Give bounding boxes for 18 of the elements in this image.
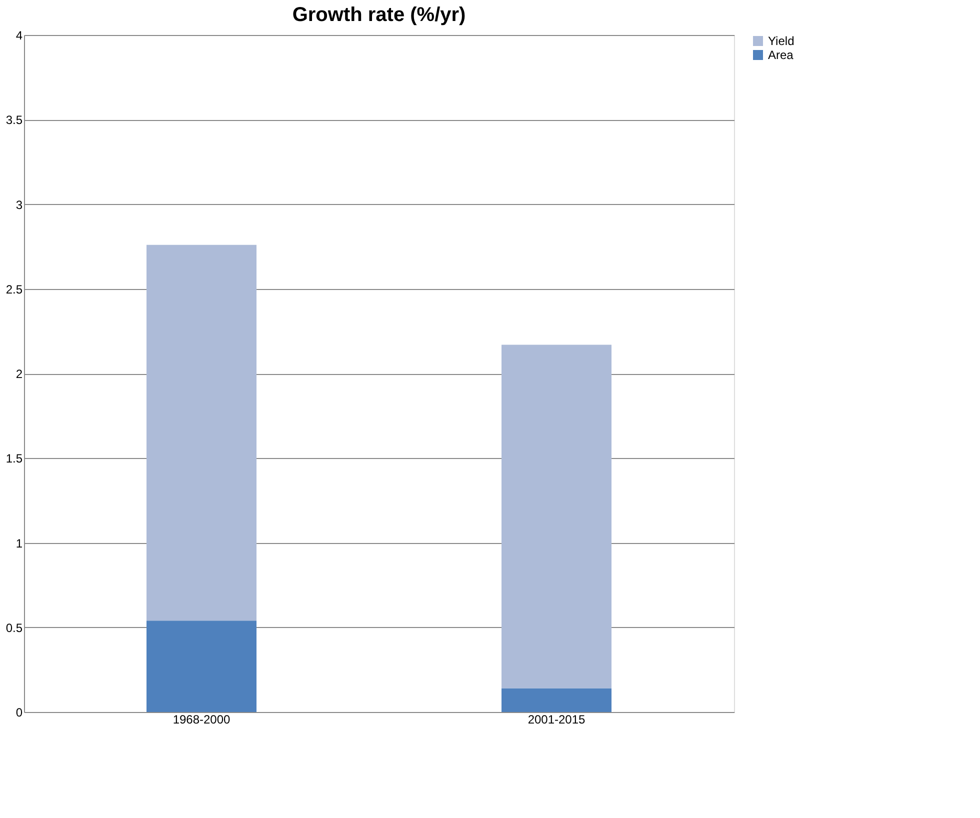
y-tick-label: 3.5 — [6, 113, 23, 128]
y-tick-label: 0.5 — [6, 620, 23, 635]
bar — [146, 620, 256, 712]
y-tick-label: 1.5 — [6, 452, 23, 466]
legend-label: Area — [768, 48, 794, 62]
x-tick-label: 1968-2000 — [172, 712, 231, 726]
bar — [502, 344, 612, 688]
y-tick-label: 2 — [16, 367, 23, 381]
y-tick-label: 0 — [16, 706, 23, 720]
y-tick-label: 1 — [16, 536, 23, 550]
chart-title: Growth rate (%/yr) — [292, 4, 466, 26]
bar — [146, 244, 256, 621]
y-tick-label: 4 — [16, 28, 23, 42]
y-tick-label: 2.5 — [6, 282, 23, 296]
x-tick-label: 2001-2015 — [528, 712, 586, 726]
y-tick-label: 3 — [16, 198, 23, 212]
bar — [502, 688, 612, 712]
legend-label: Yield — [768, 34, 794, 48]
